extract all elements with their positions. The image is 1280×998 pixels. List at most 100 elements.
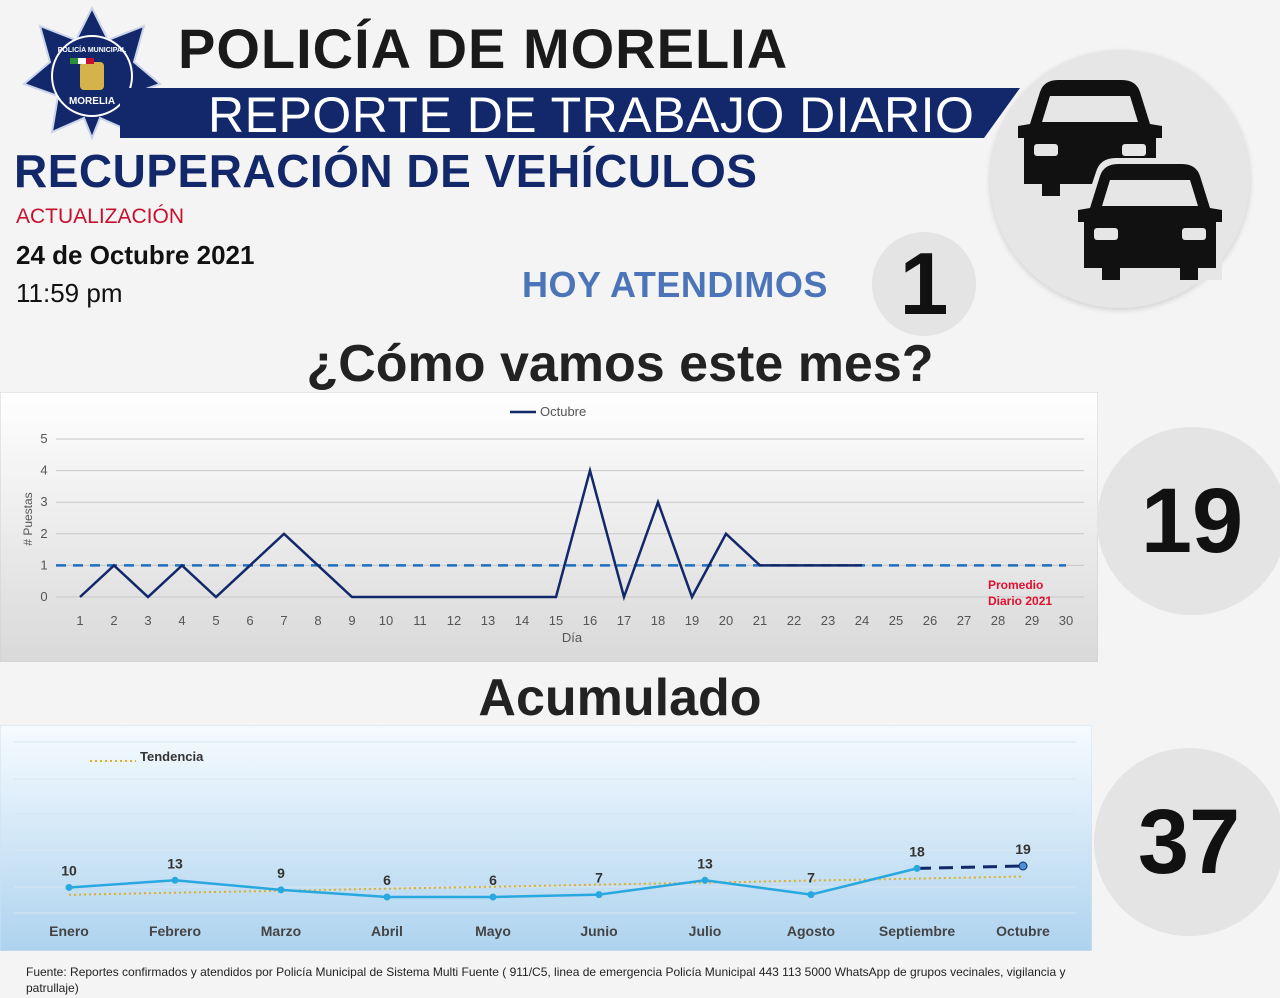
x-tick-label: 10: [379, 613, 393, 628]
accumulated-total-value: 37: [1137, 790, 1241, 893]
x-tick-label: 8: [314, 613, 321, 628]
badge-bottom-text: MORELIA: [69, 96, 115, 107]
legend-label-trend: Tendencia: [140, 749, 204, 764]
reference-label: Promedio: [988, 578, 1043, 592]
accumulated-total-circle: 37: [1094, 748, 1280, 936]
accumulated-section-title: Acumulado: [478, 669, 762, 727]
today-value: 1: [899, 234, 949, 333]
x-tick-label: 24: [855, 613, 869, 628]
data-point: [1018, 861, 1028, 871]
data-label: 7: [807, 870, 815, 886]
category-label: Agosto: [787, 923, 835, 939]
section-title: RECUPERACIÓN DE VEHÍCULOS: [14, 145, 758, 197]
data-point: [701, 876, 709, 884]
x-tick-label: 26: [923, 613, 937, 628]
data-point: [595, 891, 603, 899]
data-point: [913, 864, 921, 872]
category-label: Julio: [689, 923, 722, 939]
x-tick-label: 25: [889, 613, 903, 628]
x-tick-label: 5: [212, 613, 219, 628]
trend-line: [68, 875, 1024, 896]
category-label: Marzo: [261, 923, 301, 939]
x-tick-label: 28: [991, 613, 1005, 628]
chart-background: [0, 392, 1098, 662]
x-tick-label: 16: [583, 613, 597, 628]
source-note: Fuente: Reportes confirmados y atendidos…: [26, 965, 1066, 995]
x-tick-label: 2: [110, 613, 117, 628]
x-tick-label: 3: [144, 613, 151, 628]
accumulated-line-chart: 10 13 9 6 6 7 13 7 18 19 Enero Febrero Marzo Abril Ma…: [0, 725, 1092, 951]
x-tick-label: 22: [787, 613, 801, 628]
category-label: Octubre: [996, 923, 1050, 939]
y-axis-label: # Puestas: [21, 492, 35, 545]
update-label: ACTUALIZACIÓN: [16, 205, 185, 228]
month-section-title: ¿Cómo vamos este mes?: [306, 335, 934, 393]
badge-top-text: POLICÍA MUNICIPAL: [58, 45, 127, 54]
series-line-octubre: [79, 465, 862, 602]
x-tick-label: 27: [957, 613, 971, 628]
two-cars-icon: [1018, 80, 1230, 284]
x-tick-label: 14: [515, 613, 529, 628]
y-tick-label: 1: [40, 557, 47, 572]
y-tick-label: 3: [40, 494, 47, 509]
y-tick-label: 0: [40, 589, 47, 604]
data-point: [65, 883, 73, 891]
x-tick-label: 1: [76, 613, 83, 628]
category-label: Septiembre: [879, 923, 955, 939]
banner-text: REPORTE DE TRABAJO DIARIO: [208, 87, 975, 143]
x-tick-label: 6: [246, 613, 253, 628]
data-label: 6: [489, 872, 497, 888]
data-point: [171, 876, 179, 884]
x-tick-label: 13: [481, 613, 495, 628]
legend-label-octubre: Octubre: [540, 404, 586, 419]
x-axis-label: Día: [562, 630, 583, 645]
x-tick-label: 4: [178, 613, 185, 628]
data-point: [383, 893, 391, 901]
series-line-projected: [916, 864, 1024, 870]
today-label: HOY ATENDIMOS: [522, 264, 828, 305]
x-tick-label: 7: [280, 613, 287, 628]
data-label: 7: [595, 870, 603, 886]
data-label: 19: [1015, 841, 1031, 857]
banner-bar: [120, 88, 1020, 138]
category-label: Abril: [371, 923, 403, 939]
x-tick-label: 18: [651, 613, 665, 628]
x-tick-label: 11: [413, 613, 427, 628]
x-tick-label: 30: [1059, 613, 1073, 628]
category-label: Enero: [49, 923, 89, 939]
main-title: POLICÍA DE MORELIA: [178, 17, 789, 80]
update-time: 11:59 pm: [16, 278, 123, 308]
data-label: 9: [277, 865, 285, 881]
car-circle: [990, 50, 1250, 308]
x-tick-label: 21: [753, 613, 767, 628]
y-tick-label: 2: [40, 526, 47, 541]
x-tick-label: 12: [447, 613, 461, 628]
category-label: Mayo: [475, 923, 511, 939]
month-total-value: 19: [1140, 469, 1244, 572]
y-tick-label: 4: [40, 463, 47, 478]
x-tick-label: 29: [1025, 613, 1039, 628]
x-tick-label: 17: [617, 613, 631, 628]
x-tick-label: 9: [348, 613, 355, 628]
data-label: 6: [383, 872, 391, 888]
data-point: [807, 891, 815, 899]
today-circle: 1: [872, 232, 976, 336]
reference-label-line2: Diario 2021: [988, 594, 1052, 608]
data-label: 18: [909, 843, 925, 859]
month-total-circle: 19: [1097, 427, 1280, 615]
category-label: Junio: [580, 923, 617, 939]
data-point: [277, 886, 285, 894]
y-tick-label: 5: [40, 431, 47, 446]
data-point: [489, 893, 497, 901]
x-tick-label: 15: [549, 613, 563, 628]
data-label: 13: [167, 855, 183, 871]
category-label: Febrero: [149, 923, 201, 939]
x-tick-label: 23: [821, 613, 835, 628]
data-label: 13: [697, 855, 713, 871]
x-tick-label: 19: [685, 613, 699, 628]
update-date: 24 de Octubre 2021: [16, 240, 255, 270]
police-badge-logo: POLICÍA MUNICIPAL MORELIA: [22, 6, 162, 140]
data-label: 10: [61, 862, 77, 878]
x-tick-label: 20: [719, 613, 733, 628]
